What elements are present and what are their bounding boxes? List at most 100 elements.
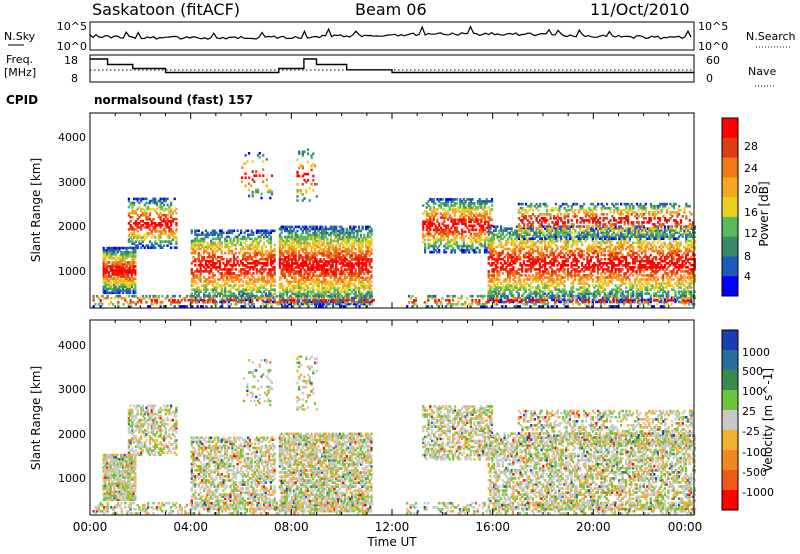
heatmap-cell bbox=[317, 278, 320, 281]
heatmap-cell bbox=[317, 288, 320, 292]
heatmap-cell bbox=[244, 162, 247, 165]
heatmap-cell bbox=[145, 211, 148, 215]
heatmap-cell bbox=[164, 207, 167, 211]
heatmap-cell bbox=[147, 207, 150, 211]
heatmap-cell bbox=[319, 248, 322, 251]
heatmap-cell bbox=[134, 222, 137, 225]
heatmap-cell bbox=[238, 274, 241, 277]
heatmap-cell bbox=[116, 269, 119, 272]
heatmap-cell bbox=[241, 245, 244, 249]
heatmap-cell bbox=[314, 280, 317, 284]
heatmap-cell bbox=[147, 246, 150, 249]
heatmap-cell bbox=[306, 276, 310, 279]
heatmap-cell bbox=[247, 257, 250, 261]
heatmap-cell bbox=[229, 245, 232, 249]
heatmap-cell bbox=[331, 239, 334, 243]
heatmap-cell bbox=[308, 272, 311, 275]
heatmap-cell bbox=[132, 248, 135, 252]
heatmap-cell bbox=[159, 246, 162, 249]
heatmap-cell bbox=[342, 229, 345, 233]
heatmap-cell bbox=[328, 282, 331, 286]
heatmap-cell bbox=[273, 249, 276, 253]
heatmap-cell bbox=[255, 188, 258, 192]
heatmap-cell bbox=[109, 257, 112, 260]
heatmap-cell bbox=[150, 232, 153, 235]
heatmap-cell bbox=[345, 231, 348, 235]
heatmap-cell bbox=[351, 282, 354, 286]
heatmap-cell bbox=[261, 251, 264, 255]
heatmap-cell bbox=[116, 265, 119, 268]
heatmap-cell bbox=[315, 260, 318, 263]
heatmap-cell bbox=[217, 237, 220, 241]
heatmap-cell bbox=[192, 249, 195, 253]
heatmap-cell bbox=[129, 232, 132, 235]
heatmap-cell bbox=[308, 268, 311, 271]
heatmap-cell bbox=[301, 260, 304, 263]
heatmap-cell bbox=[254, 284, 257, 287]
heatmap-cell bbox=[102, 289, 105, 293]
heatmap-cell bbox=[352, 252, 355, 255]
heatmap-cell bbox=[197, 276, 200, 279]
heatmap-cell bbox=[342, 239, 345, 243]
heatmap-cell bbox=[231, 229, 234, 233]
heatmap-cell bbox=[301, 250, 304, 253]
heatmap-cell bbox=[173, 246, 176, 249]
heatmap-cell bbox=[170, 201, 173, 205]
heatmap-cell bbox=[250, 286, 253, 289]
heatmap-cell bbox=[266, 294, 269, 298]
heatmap-cell bbox=[294, 280, 297, 284]
heatmap-cell bbox=[109, 265, 112, 268]
heatmap-cell bbox=[336, 256, 340, 259]
heatmap-cell bbox=[161, 240, 164, 243]
heatmap-cell bbox=[354, 229, 357, 233]
heatmap-cell bbox=[314, 227, 317, 231]
heatmap-cell bbox=[354, 252, 357, 255]
heatmap-cell bbox=[305, 231, 308, 235]
heatmap-cell bbox=[255, 190, 258, 194]
heatmap-cell bbox=[242, 162, 245, 165]
heatmap-cell bbox=[107, 279, 111, 282]
heatmap-cell bbox=[299, 278, 303, 281]
heatmap-cell bbox=[354, 290, 357, 294]
heatmap-cell bbox=[225, 262, 229, 265]
heatmap-cell bbox=[106, 283, 109, 286]
heatmap-cell bbox=[340, 256, 343, 259]
heatmap-cell bbox=[106, 275, 109, 278]
heatmap-cell bbox=[577, 266, 580, 269]
heatmap-cell bbox=[319, 231, 322, 235]
heatmap-cell bbox=[131, 232, 134, 235]
heatmap-cell bbox=[238, 239, 241, 243]
heatmap-cell bbox=[102, 287, 105, 291]
heatmap-cell bbox=[113, 248, 116, 252]
heatmap-cell bbox=[345, 239, 348, 243]
heatmap-cell bbox=[310, 292, 313, 296]
heatmap-cell bbox=[120, 246, 123, 250]
heatmap-cell bbox=[351, 270, 354, 273]
heatmap-cell bbox=[317, 282, 320, 286]
heatmap-cell bbox=[222, 284, 225, 287]
heatmap-cell bbox=[269, 264, 273, 267]
heatmap-cell bbox=[241, 280, 244, 283]
heatmap-cell bbox=[354, 270, 357, 273]
heatmap-cell bbox=[268, 237, 271, 241]
heatmap-cell bbox=[352, 296, 355, 300]
heatmap-cell bbox=[349, 284, 352, 288]
heatmap-cell bbox=[140, 242, 143, 245]
heatmap-cell bbox=[273, 280, 276, 283]
heatmap-cell bbox=[194, 274, 197, 277]
heatmap-cell bbox=[280, 274, 283, 277]
heatmap-cell bbox=[335, 227, 338, 231]
heatmap-cell bbox=[159, 217, 162, 221]
heatmap-cell bbox=[310, 290, 313, 294]
noise-left-tick-bottom: 10^0 bbox=[57, 40, 87, 53]
heatmap-cell bbox=[240, 278, 243, 281]
heatmap-cell bbox=[289, 248, 292, 251]
heatmap-cell bbox=[245, 229, 248, 233]
heatmap-cell bbox=[218, 264, 222, 267]
heatmap-cell bbox=[317, 250, 320, 253]
heatmap-cell bbox=[252, 272, 255, 275]
heatmap-cell bbox=[194, 251, 197, 255]
heatmap-cell bbox=[356, 272, 359, 275]
heatmap-cell bbox=[326, 250, 329, 253]
heatmap-cell bbox=[222, 280, 225, 283]
